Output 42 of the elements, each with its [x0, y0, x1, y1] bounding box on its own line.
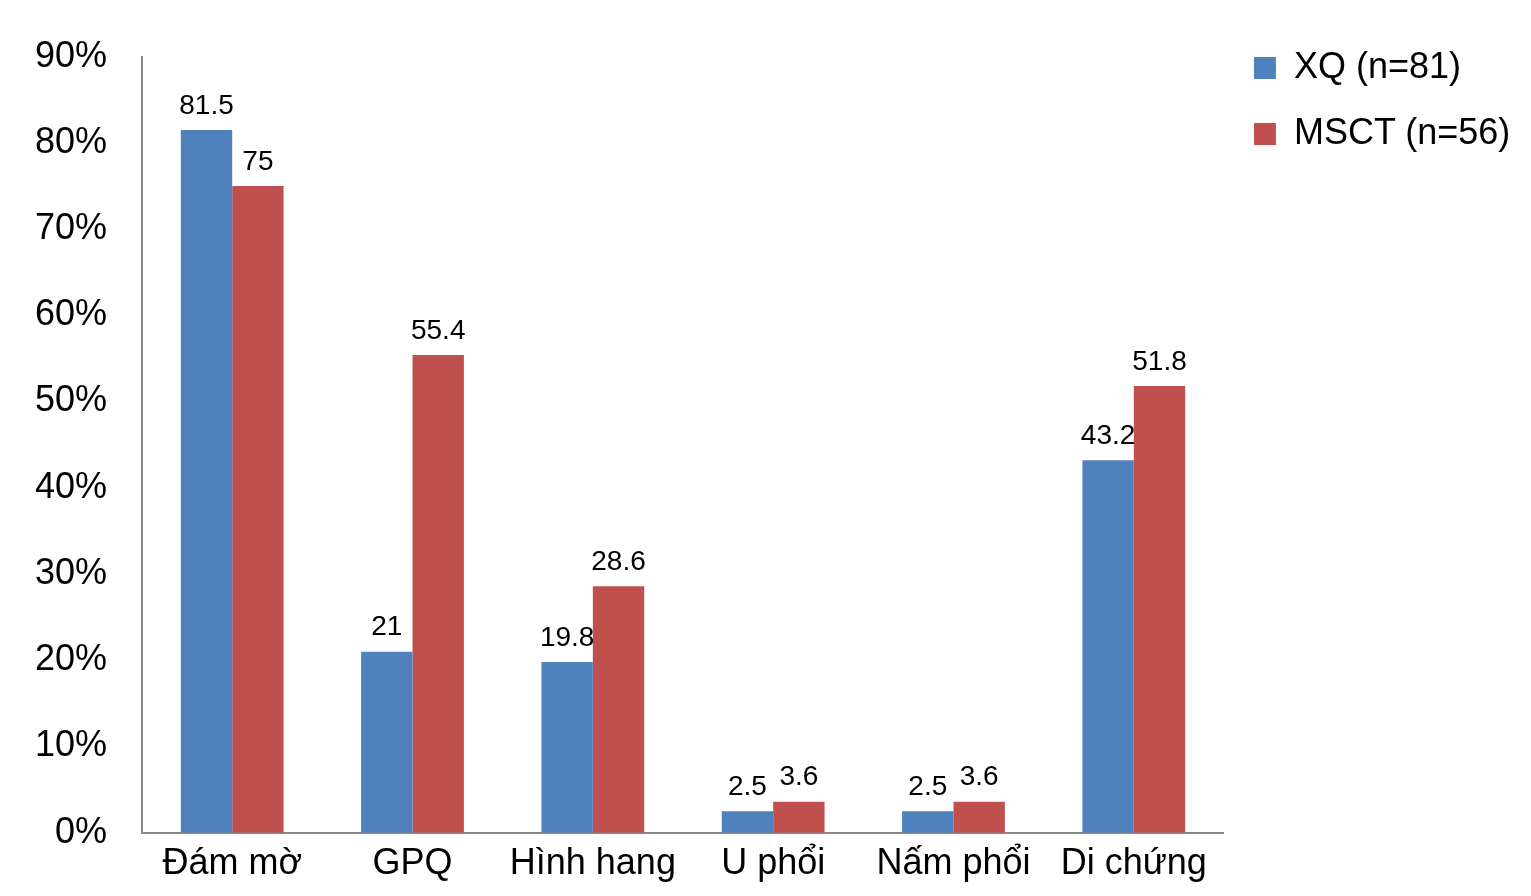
bar [541, 662, 593, 833]
data-label: 75 [242, 144, 274, 176]
bar [953, 801, 1005, 833]
y-tick-label: 80% [34, 119, 108, 161]
y-tick-label: 50% [34, 378, 108, 420]
y-tick-label: 60% [34, 292, 108, 334]
data-label: 28.6 [591, 544, 646, 576]
y-tick-label: 90% [34, 33, 108, 75]
y-tick-label: 40% [34, 464, 108, 506]
bar [412, 355, 464, 833]
y-tick-label: 20% [34, 637, 108, 679]
bar [902, 811, 954, 833]
bar [1082, 460, 1134, 833]
x-tick-label: Nấm phổi [876, 841, 1031, 883]
y-tick-label: 10% [34, 723, 108, 765]
legend-label: XQ (n=81) [1293, 44, 1462, 86]
x-tick-label: U phổi [721, 841, 826, 883]
data-label: 21 [371, 610, 403, 642]
data-label: 43.2 [1080, 418, 1136, 450]
bar [721, 811, 774, 833]
data-label: 51.8 [1132, 344, 1187, 376]
bar [1133, 386, 1186, 833]
legend-label: MSCT (n=56) [1293, 110, 1511, 152]
bar [592, 586, 645, 833]
data-label: 19.8 [539, 620, 595, 652]
bar [361, 651, 413, 833]
bar [232, 185, 284, 833]
data-label: 3.6 [779, 760, 819, 792]
x-tick-label: Hình hang [509, 841, 676, 883]
x-tick-label: Di chứng [1060, 841, 1207, 883]
y-tick-label: 30% [34, 550, 108, 592]
bar [180, 129, 233, 833]
y-tick-label: 70% [34, 206, 108, 248]
data-label: 2.5 [727, 769, 767, 801]
bar [773, 801, 825, 833]
x-tick-label: Đám mờ [162, 841, 303, 883]
y-tick-label: 0% [55, 809, 108, 851]
data-label: 55.4 [410, 313, 466, 345]
data-label: 2.5 [908, 769, 948, 801]
data-label: 3.6 [959, 760, 999, 792]
data-label: 81.5 [179, 88, 234, 120]
x-tick-label: GPQ [372, 841, 453, 883]
